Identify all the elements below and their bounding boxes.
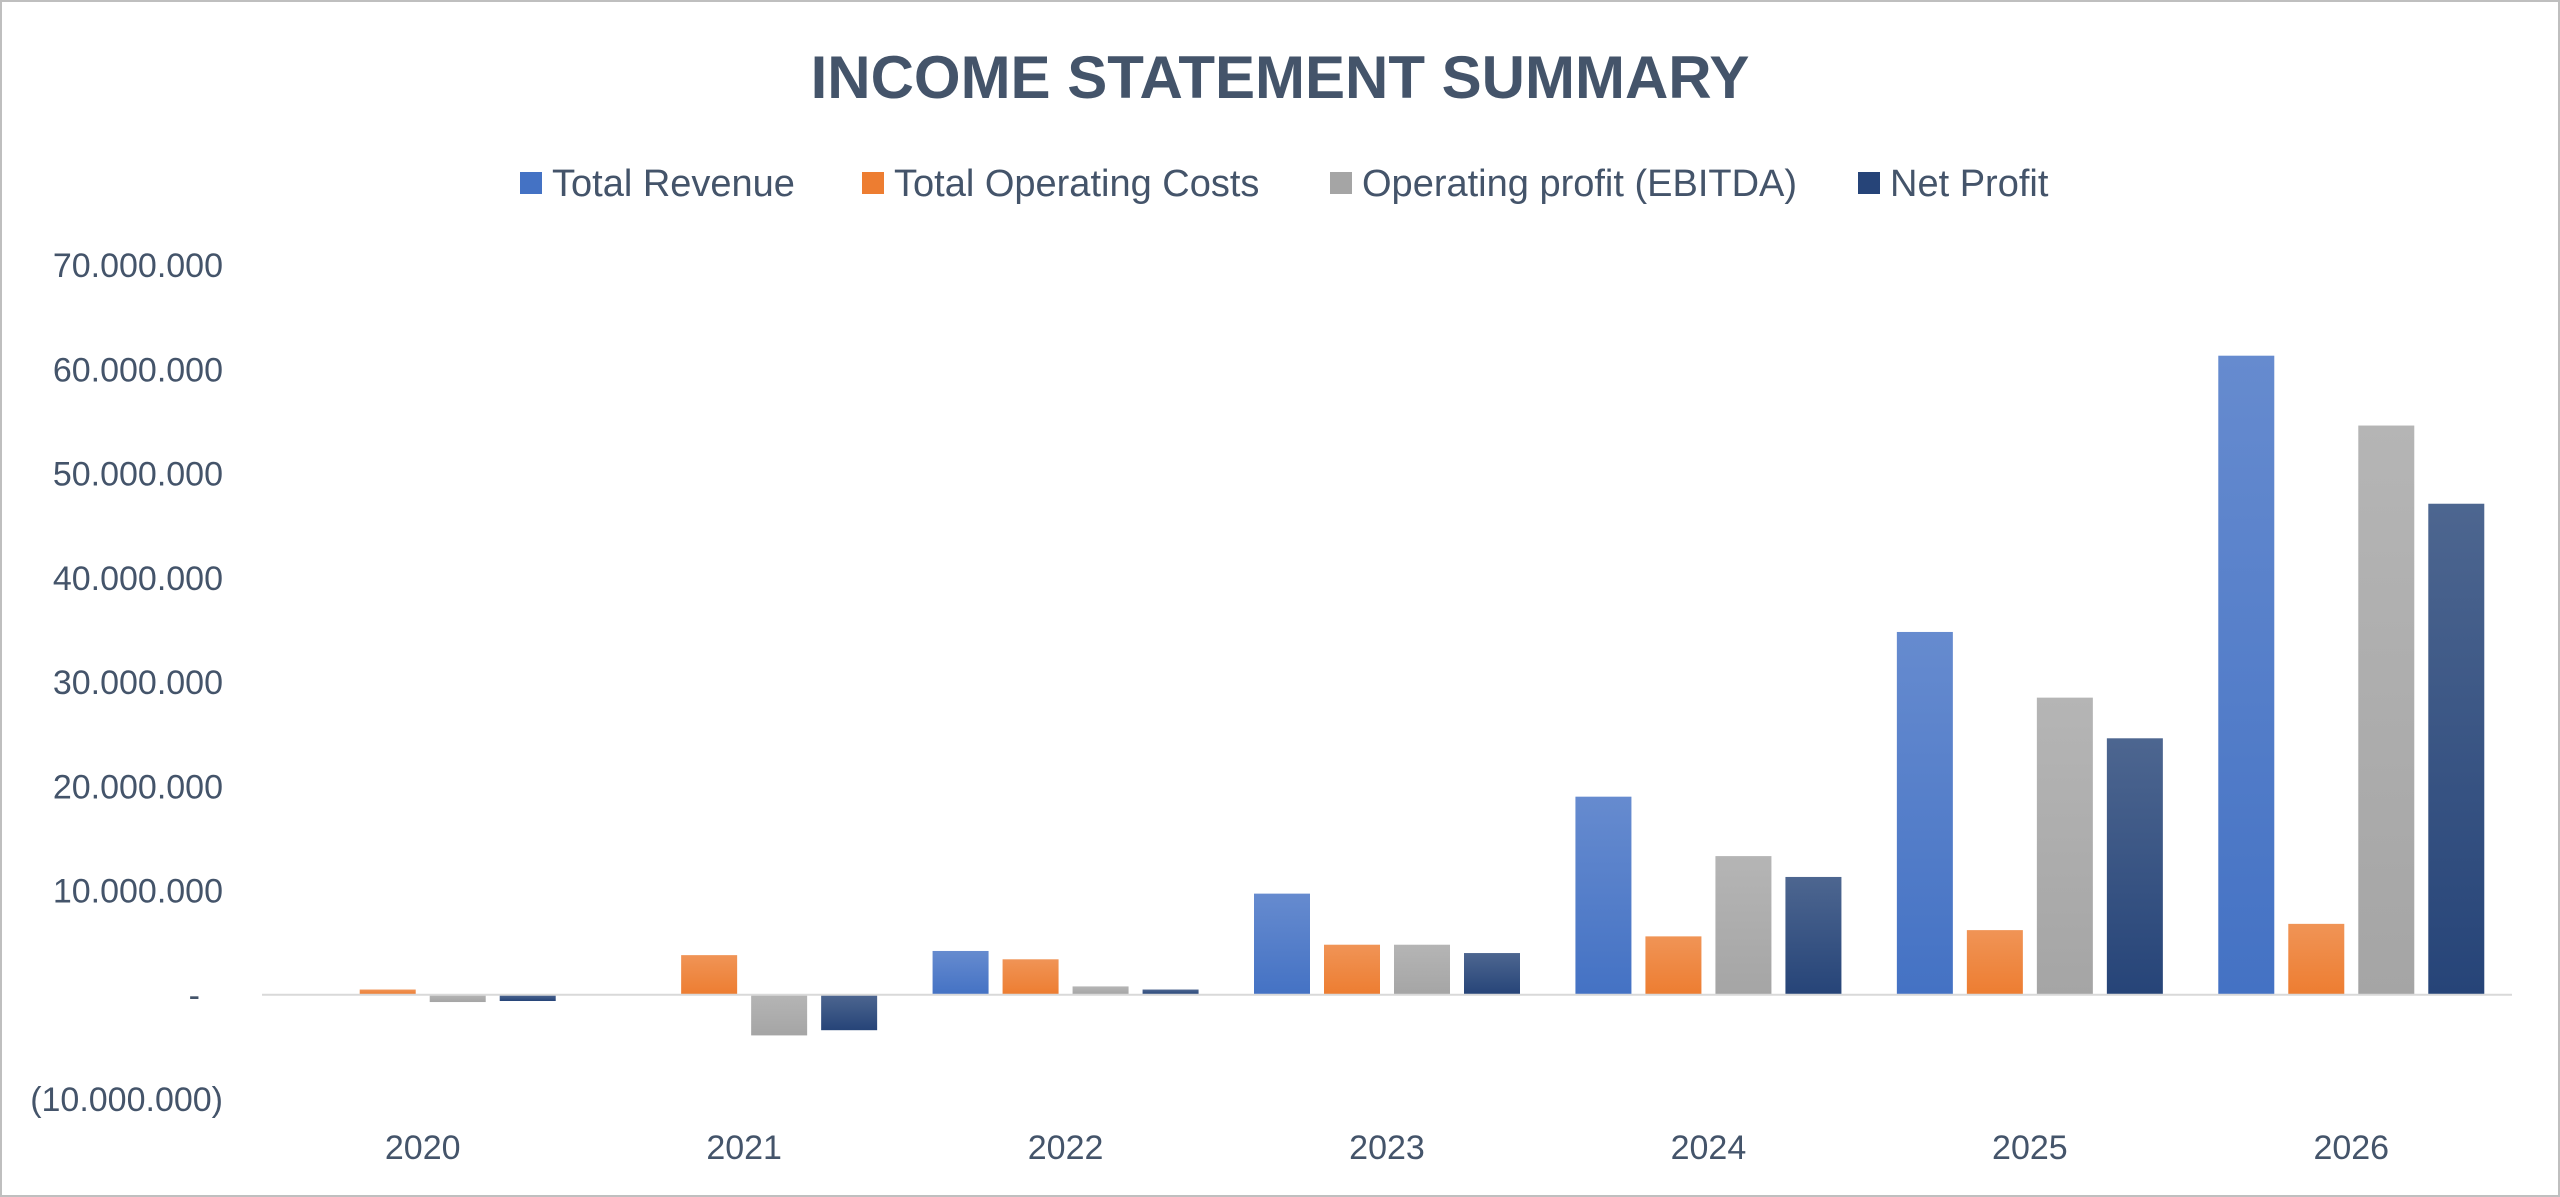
bar-net-profit-2020 (499, 994, 556, 1002)
x-tick-label: 2020 (385, 1129, 461, 1167)
y-tick-label: 70.000.000 (53, 247, 223, 285)
legend-label-net-profit: Net Profit (1890, 163, 2049, 205)
y-tick-label: 10.000.000 (53, 873, 223, 911)
bar-total-operating-costs-2024 (1645, 936, 1702, 995)
legend-swatch-net-profit (1858, 172, 1880, 194)
legend-item-total-operating-costs: Total Operating Costs (862, 163, 1259, 205)
y-axis: 70.000.000 60.000.000 50.000.000 40.000.000… (30, 247, 223, 1119)
bar-operating-profit-ebitda-2022 (1072, 986, 1129, 995)
bars-group (359, 355, 2485, 1036)
legend-swatch-total-operating-costs (862, 172, 884, 194)
bar-net-profit-2024 (1785, 876, 1842, 995)
legend-label-total-revenue: Total Revenue (552, 163, 795, 205)
bar-net-profit-2021 (821, 994, 878, 1031)
y-tick-label: 50.000.000 (53, 456, 223, 494)
y-tick-label: 30.000.000 (53, 664, 223, 702)
x-tick-label: 2021 (706, 1129, 782, 1167)
y-tick-label: - (189, 977, 200, 1015)
bar-operating-profit-ebitda-2026 (2358, 425, 2415, 995)
bar-total-revenue-2026 (2218, 355, 2275, 995)
chart-title: INCOME STATEMENT SUMMARY (811, 44, 1750, 111)
x-tick-label: 2022 (1028, 1129, 1104, 1167)
bar-operating-profit-ebitda-2024 (1715, 856, 1772, 995)
legend-item-operating-profit-ebitda: Operating profit (EBITDA) (1330, 163, 1797, 205)
bar-net-profit-2023 (1464, 953, 1520, 995)
legend-swatch-total-revenue (520, 172, 542, 194)
x-tick-label: 2023 (1349, 1129, 1425, 1167)
legend-item-total-revenue: Total Revenue (520, 163, 795, 205)
y-tick-label: 40.000.000 (53, 560, 223, 598)
bar-operating-profit-ebitda-2023 (1394, 944, 1450, 995)
x-axis: 2020 2021 2022 2023 2024 2025 2026 (385, 1129, 2389, 1167)
bar-operating-profit-ebitda-2020 (429, 994, 486, 1003)
bar-total-revenue-2025 (1896, 631, 1953, 995)
chart-legend: Total Revenue Total Operating Costs Operat… (520, 163, 2049, 205)
bar-total-operating-costs-2020 (359, 989, 416, 995)
legend-swatch-operating-profit-ebitda (1330, 172, 1352, 194)
bar-operating-profit-ebitda-2025 (2036, 697, 2093, 995)
x-tick-label: 2024 (1671, 1129, 1747, 1167)
y-tick-label: 20.000.000 (53, 768, 223, 806)
bar-net-profit-2026 (2428, 503, 2485, 995)
bar-total-operating-costs-2023 (1324, 944, 1380, 995)
bar-operating-profit-ebitda-2021 (751, 994, 808, 1036)
bar-total-operating-costs-2021 (681, 955, 738, 995)
x-tick-label: 2026 (2313, 1129, 2389, 1167)
y-tick-label: 60.000.000 (53, 351, 223, 389)
bar-total-operating-costs-2025 (1966, 930, 2023, 995)
legend-label-total-operating-costs: Total Operating Costs (894, 163, 1259, 205)
legend-label-operating-profit-ebitda: Operating profit (EBITDA) (1362, 163, 1797, 205)
bar-total-revenue-2022 (932, 950, 989, 995)
bar-total-revenue-2023 (1254, 893, 1310, 995)
bar-net-profit-2022 (1142, 989, 1199, 995)
bar-total-operating-costs-2022 (1002, 959, 1059, 995)
y-tick-label: (10.000.000) (30, 1081, 223, 1119)
x-tick-label: 2025 (1992, 1129, 2068, 1167)
legend-item-net-profit: Net Profit (1858, 163, 2049, 205)
bar-total-operating-costs-2026 (2288, 923, 2345, 995)
bar-net-profit-2025 (2106, 738, 2163, 995)
bar-total-revenue-2024 (1575, 796, 1632, 995)
